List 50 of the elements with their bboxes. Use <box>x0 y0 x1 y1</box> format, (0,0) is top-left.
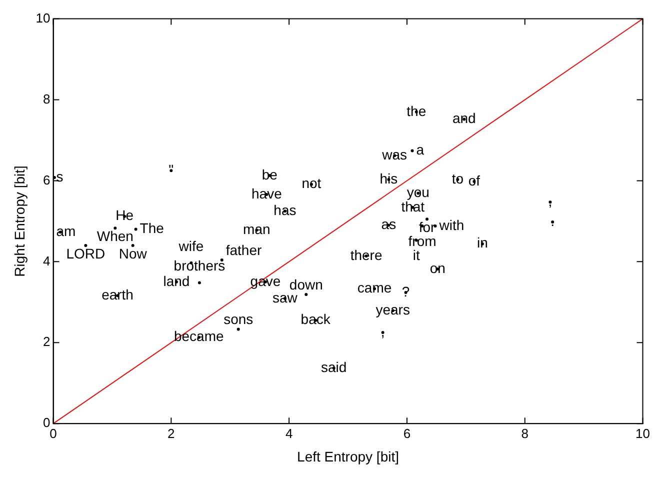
data-label: said <box>321 359 347 375</box>
data-label: you <box>406 184 430 200</box>
y-tick-label: 0 <box>43 415 50 430</box>
data-label: be <box>262 166 278 182</box>
data-label: , <box>380 323 385 340</box>
y-tick-label: 2 <box>43 334 50 350</box>
data-label: on <box>430 260 446 276</box>
data-label: land <box>163 272 190 289</box>
x-tick-label: 10 <box>636 426 650 441</box>
data-label: " <box>168 161 174 178</box>
data-label: man <box>243 220 270 237</box>
data-label: LORD <box>66 245 106 262</box>
data-label: wife <box>178 238 204 254</box>
data-label: with <box>438 216 464 233</box>
data-label: father <box>226 242 262 258</box>
data-label: have <box>251 185 282 202</box>
data-label: , <box>548 193 552 210</box>
x-tick-label: 2 <box>168 426 175 441</box>
x-axis-title: Left Entropy [bit] <box>297 448 399 464</box>
x-tick-label: 6 <box>403 426 411 441</box>
y-tick-label: 8 <box>43 91 50 106</box>
data-label: Now <box>118 245 148 262</box>
data-label: earth <box>102 286 134 303</box>
data-label: has <box>274 202 296 218</box>
data-label: came <box>357 280 392 296</box>
data-label: am <box>56 222 76 239</box>
data-label: brothers <box>174 258 226 274</box>
y-tick-label: 6 <box>43 172 50 188</box>
data-label: sons <box>224 311 254 328</box>
data-label: from <box>408 232 436 249</box>
data-label: and <box>452 110 476 126</box>
data-label: not <box>302 175 322 192</box>
data-label: his <box>380 170 398 186</box>
y-tick-label: 4 <box>43 253 50 268</box>
data-label: for <box>418 219 436 236</box>
data-label: there <box>350 246 382 263</box>
data-label: . <box>550 212 555 229</box>
data-label: When <box>96 228 134 244</box>
data-label: The <box>140 220 164 236</box>
y-tick-label: 10 <box>36 10 50 26</box>
data-label: as <box>381 216 396 232</box>
data-label: years <box>376 302 410 318</box>
data-label: a <box>416 142 424 158</box>
data-label: it <box>412 247 420 264</box>
x-tick-label: 8 <box>521 426 528 441</box>
y-axis-title: Right Entropy [bit] <box>11 166 28 277</box>
x-tick-label: 4 <box>285 426 293 441</box>
data-label: was <box>381 146 408 162</box>
data-label: back <box>300 311 332 328</box>
data-label: He <box>116 207 134 224</box>
